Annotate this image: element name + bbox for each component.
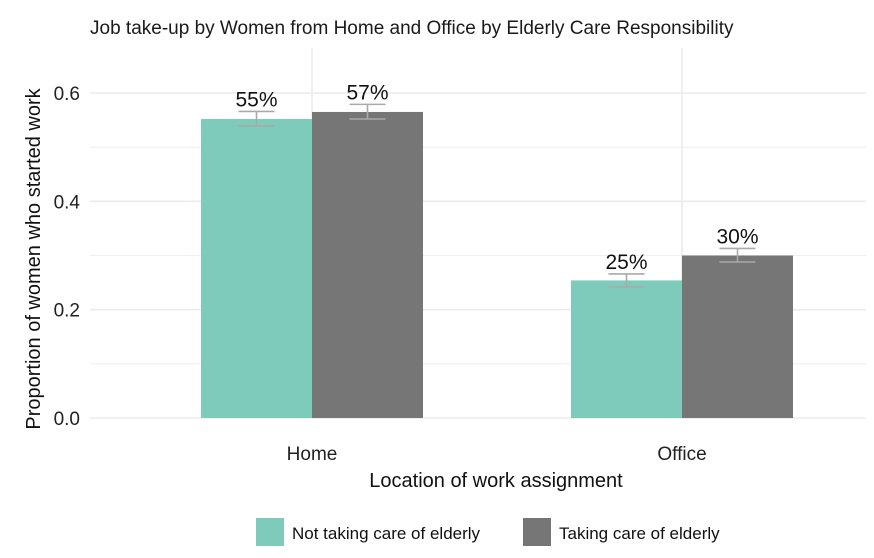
x-tick-label: Office (657, 444, 706, 465)
y-axis-title: Proportion of women who started work (23, 87, 45, 429)
legend-label: Not taking care of elderly (292, 524, 481, 543)
data-label: 30% (716, 225, 758, 248)
x-tick-label: Home (287, 444, 338, 465)
bar (682, 255, 793, 418)
bars (201, 111, 793, 418)
data-label: 25% (605, 251, 647, 274)
y-tick-label: 0.6 (54, 84, 80, 105)
legend-swatch (523, 518, 551, 546)
y-tick-label: 0.0 (54, 409, 80, 430)
data-labels: 55% 25% 57% 30% (235, 81, 758, 274)
bar (312, 111, 423, 418)
x-axis-title: Location of work assignment (369, 470, 623, 492)
legend-label: Taking care of elderly (559, 524, 720, 543)
x-axis-ticks: Home Office (287, 444, 707, 465)
y-axis-ticks: 0.0 0.2 0.4 0.6 (54, 84, 81, 430)
y-tick-label: 0.2 (54, 301, 80, 322)
data-label: 55% (235, 88, 277, 111)
bar (201, 119, 312, 418)
chart-title: Job take-up by Women from Home and Offic… (90, 18, 734, 39)
data-label: 57% (346, 81, 388, 104)
error-bars (238, 103, 756, 288)
bar (571, 280, 682, 418)
legend-swatch (256, 518, 284, 546)
legend: Not taking care of elderly Taking care of… (256, 518, 720, 546)
y-tick-label: 0.4 (54, 192, 81, 213)
